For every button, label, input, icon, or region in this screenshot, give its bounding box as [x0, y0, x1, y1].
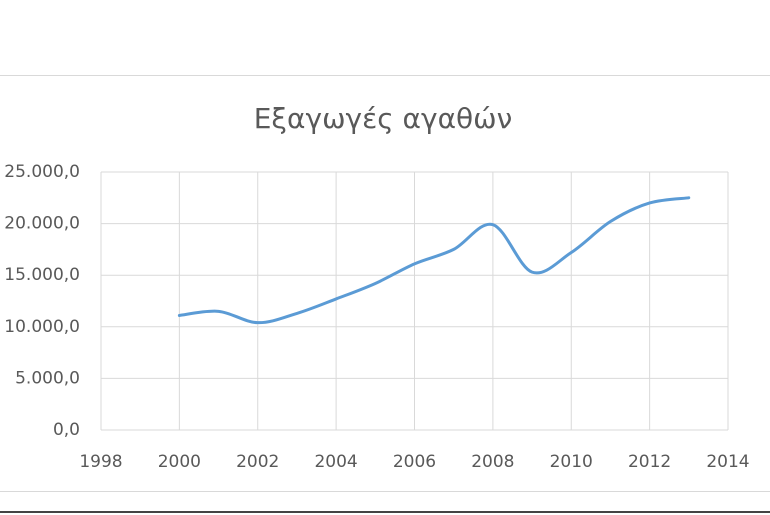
y-tick-label: 10.000,0 — [4, 317, 80, 337]
x-tick-label: 1998 — [79, 452, 122, 472]
x-tick-label: 2000 — [158, 452, 201, 472]
x-tick-label: 2006 — [393, 452, 436, 472]
y-tick-label: 5.000,0 — [15, 368, 80, 388]
y-tick-label: 15.000,0 — [4, 265, 80, 285]
chart-title: Εξαγωγές αγαθών — [254, 102, 513, 135]
x-tick-label: 2014 — [706, 452, 749, 472]
x-tick-label: 2004 — [314, 452, 357, 472]
y-tick-label: 25.000,0 — [4, 162, 80, 182]
y-tick-label: 0,0 — [53, 420, 80, 440]
x-tick-label: 2012 — [628, 452, 671, 472]
data-line — [177, 196, 691, 325]
y-tick-label: 20.000,0 — [4, 214, 80, 234]
x-tick-label: 2002 — [236, 452, 279, 472]
x-tick-label: 2010 — [550, 452, 593, 472]
x-tick-label: 2008 — [471, 452, 514, 472]
